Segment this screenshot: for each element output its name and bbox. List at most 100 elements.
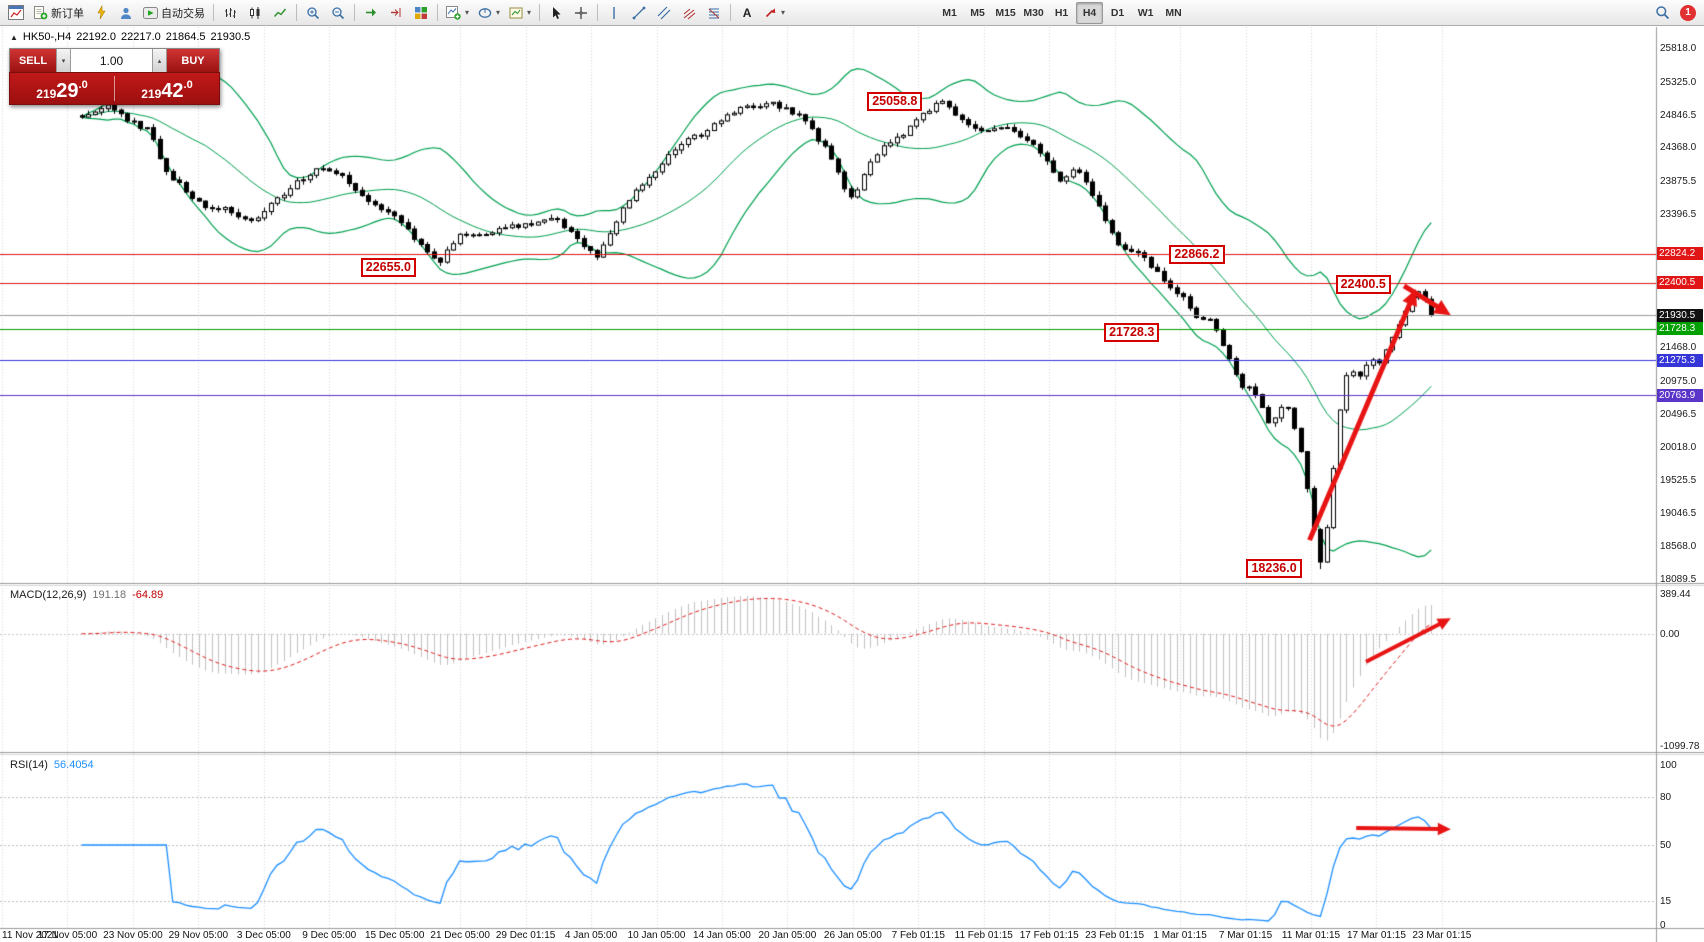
ohlc-low: 21864.5 [165, 31, 206, 43]
zoom-in-button[interactable] [301, 2, 325, 24]
vertical-line-button[interactable] [602, 2, 626, 24]
sell-button[interactable]: SELL [10, 49, 56, 72]
zoom-out-button[interactable] [326, 2, 350, 24]
macd-axis-label: 389.44 [1660, 589, 1691, 600]
timeframe-mn[interactable]: MN [1165, 6, 1182, 19]
crosshair-button[interactable] [569, 2, 593, 24]
new-order-button[interactable]: 新订单 [29, 2, 88, 24]
templates-button[interactable]: ▾ [505, 2, 535, 24]
candlestick-chart-button[interactable] [243, 2, 267, 24]
cycles-icon [478, 7, 492, 18]
trade-panel-prices: 219 29.0 219 42.0 [9, 72, 220, 105]
symbol-period: HK50-,H4 [22, 31, 72, 43]
dropdown-caret-icon[interactable]: ▾ [496, 8, 501, 17]
price-axis-label: 25818.0 [1660, 42, 1697, 54]
time-axis-label: 17 Feb 01:15 [1019, 930, 1079, 941]
price-axis-label: 24368.0 [1660, 142, 1697, 154]
toolbar-separator [437, 4, 438, 21]
cursor-button[interactable] [544, 2, 568, 24]
auto-scroll-icon [366, 8, 376, 17]
timeframe-h4[interactable]: H4 [1076, 1, 1104, 24]
indicators-button[interactable]: ▾ [442, 2, 473, 24]
dropdown-caret-icon[interactable]: ▾ [465, 8, 470, 17]
time-axis-label: 29 Nov 05:00 [168, 930, 229, 941]
time-axis-label: 11 Mar 01:15 [1281, 930, 1341, 941]
lightning-icon [96, 5, 106, 20]
channel-button[interactable] [652, 2, 676, 24]
auto-scroll-button[interactable] [359, 2, 383, 24]
chart-shift-button[interactable] [384, 2, 408, 24]
tile-windows-button[interactable] [409, 2, 433, 24]
crosshair-icon [575, 6, 588, 19]
sell-price[interactable]: 219 29.0 [10, 73, 114, 104]
time-axis-label: 1 Mar 01:15 [1153, 930, 1207, 941]
pitchfork-button[interactable] [677, 2, 701, 24]
price-callout: 25058.8 [867, 92, 923, 112]
time-axis-label: 4 Jan 05:00 [564, 930, 618, 941]
market-watch-button[interactable] [89, 2, 113, 24]
cycles-button[interactable]: ▾ [474, 2, 504, 24]
price-level-badge: 20763.9 [1657, 388, 1703, 402]
line-chart-button[interactable] [268, 2, 292, 24]
timeframe-h1[interactable]: H1 [1054, 6, 1069, 19]
price-level-badge: 21275.3 [1657, 353, 1703, 367]
volume-stepper[interactable]: ▴ [152, 49, 167, 72]
rsi-label: RSI(14) 56.4054 [10, 759, 100, 771]
price-callout: 22400.5 [1335, 274, 1391, 294]
price-level-badge: 21930.5 [1657, 308, 1703, 322]
chart-symbol-icon: ▲ [10, 33, 18, 42]
time-axis-label: 11 Nov 2021 [2, 930, 58, 941]
sell-dropdown-icon[interactable]: ▾ [56, 49, 71, 72]
arrow-tool-button[interactable]: ▾ [760, 2, 789, 24]
price-axis-label: 19525.5 [1660, 475, 1697, 487]
timeframe-group: M1 M5 M15 M30 H1 H4 D1 W1 MN [936, 1, 1187, 24]
tile-windows-icon [415, 6, 427, 19]
toolbar-separator [539, 4, 541, 21]
toolbar-right: 1 [1650, 2, 1700, 24]
time-axis-label: 17 Mar 01:15 [1346, 930, 1406, 941]
time-axis-label: 14 Jan 05:00 [693, 930, 751, 941]
time-axis-label: 23 Feb 01:15 [1085, 930, 1145, 941]
notification-badge[interactable]: 1 [1680, 4, 1696, 21]
timeframe-w1[interactable]: W1 [1137, 6, 1154, 19]
dropdown-caret-icon[interactable]: ▾ [781, 8, 786, 17]
volume-input[interactable] [71, 49, 152, 72]
timeframe-m30[interactable]: M30 [1023, 6, 1044, 19]
trade-panel-controls: SELL ▾ ▴ BUY [9, 48, 220, 72]
auto-trading-button[interactable]: 自动交易 [139, 2, 209, 24]
sell-price-suffix: .0 [78, 79, 88, 91]
price-axis-label: 19046.5 [1660, 508, 1697, 520]
time-axis-label: 9 Dec 05:00 [302, 930, 357, 941]
dropdown-caret-icon[interactable]: ▾ [527, 8, 532, 17]
macd-axis-label: 0.00 [1660, 628, 1680, 640]
bar-chart-button[interactable] [218, 2, 242, 24]
timeframe-d1[interactable]: D1 [1110, 6, 1125, 19]
chart-ohlc-header: ▲ HK50-,H4 22192.0 22217.0 21864.5 21930.5 [10, 31, 255, 43]
timeframe-m15[interactable]: M15 [995, 6, 1016, 19]
timeframe-m5[interactable]: M5 [970, 6, 985, 19]
text-label-button[interactable]: A [735, 2, 759, 24]
chart-window-button[interactable] [4, 2, 28, 24]
candlestick-chart-icon [250, 6, 260, 19]
buy-button[interactable]: BUY [167, 49, 219, 72]
profiles-button[interactable] [114, 2, 138, 24]
macd-axis-label: -1099.78 [1660, 741, 1700, 752]
fibonacci-button[interactable] [702, 2, 726, 24]
search-button[interactable] [1650, 2, 1674, 24]
price-axis-label: 23875.5 [1660, 176, 1697, 188]
price-axis-label: 20496.5 [1660, 408, 1697, 420]
time-axis-label: 21 Dec 05:00 [430, 930, 490, 941]
rsi-value: 56.4054 [53, 759, 94, 771]
trendline-button[interactable] [627, 2, 651, 24]
timeframe-m1[interactable]: M1 [942, 6, 957, 19]
price-callout: 22655.0 [360, 257, 416, 277]
toolbar-separator [296, 4, 297, 21]
buy-price[interactable]: 219 42.0 [115, 73, 219, 104]
ohlc-open: 22192.0 [76, 31, 116, 43]
buy-price-big: 42 [161, 80, 184, 102]
auto-trading-icon [143, 6, 158, 19]
main-toolbar: 新订单 自动交易 [0, 0, 1704, 26]
